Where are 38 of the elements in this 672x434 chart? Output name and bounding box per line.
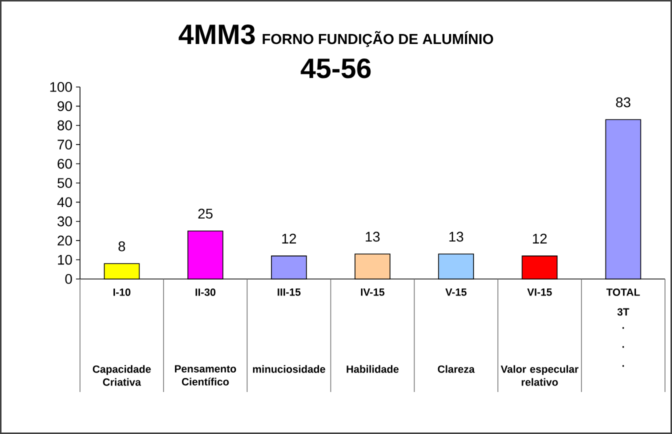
data-label: 12 (532, 234, 547, 244)
chart-subtitle: FORNO FUNDIÇÃO DE ALUMÍNIO (262, 31, 494, 47)
x-tick-label: VI-15 (527, 288, 552, 296)
text: . (622, 365, 624, 367)
text: Pensamento Científico (174, 365, 236, 386)
x-tick-label: TOTAL (606, 288, 640, 296)
text: Capacidade Criativa (92, 365, 151, 386)
y-tick-label: 50 (58, 178, 72, 188)
text: Valor especular relativo (500, 365, 578, 386)
y-tick-label: 80 (58, 120, 72, 130)
y-tick-label: 20 (58, 236, 72, 246)
data-label: 25 (198, 208, 213, 219)
y-tick-label: 10 (58, 254, 72, 265)
y-tick-label: 60 (58, 158, 72, 169)
data-label: 12 (282, 234, 296, 244)
x-tick-label: IV-15 (360, 288, 384, 296)
y-tick-label: 90 (58, 101, 72, 112)
data-label: 13 (449, 232, 464, 242)
x-tick-label: I-10 (113, 288, 130, 296)
y-tick-label: 40 (57, 197, 72, 208)
x-tick-label: II-30 (196, 288, 216, 296)
y-tick-label: 30 (58, 216, 72, 226)
text: Habilidade (346, 365, 399, 373)
text: 3T (617, 308, 630, 316)
text: . (622, 346, 624, 348)
y-tick-label: 100 (50, 82, 72, 92)
text: Clareza (438, 365, 475, 373)
text: 45-56 (300, 58, 371, 78)
chart-title: 4MM3 (178, 24, 255, 44)
text: . (622, 327, 624, 329)
data-label: 8 (118, 241, 126, 252)
data-label: 83 (616, 97, 630, 108)
y-tick-label: 70 (58, 140, 72, 150)
x-tick-label: III-15 (278, 288, 301, 296)
y-tick-label: 0 (65, 274, 72, 284)
text: minuciosidade (253, 365, 326, 373)
data-label: 13 (366, 232, 380, 242)
x-tick-label: V-15 (445, 288, 467, 296)
